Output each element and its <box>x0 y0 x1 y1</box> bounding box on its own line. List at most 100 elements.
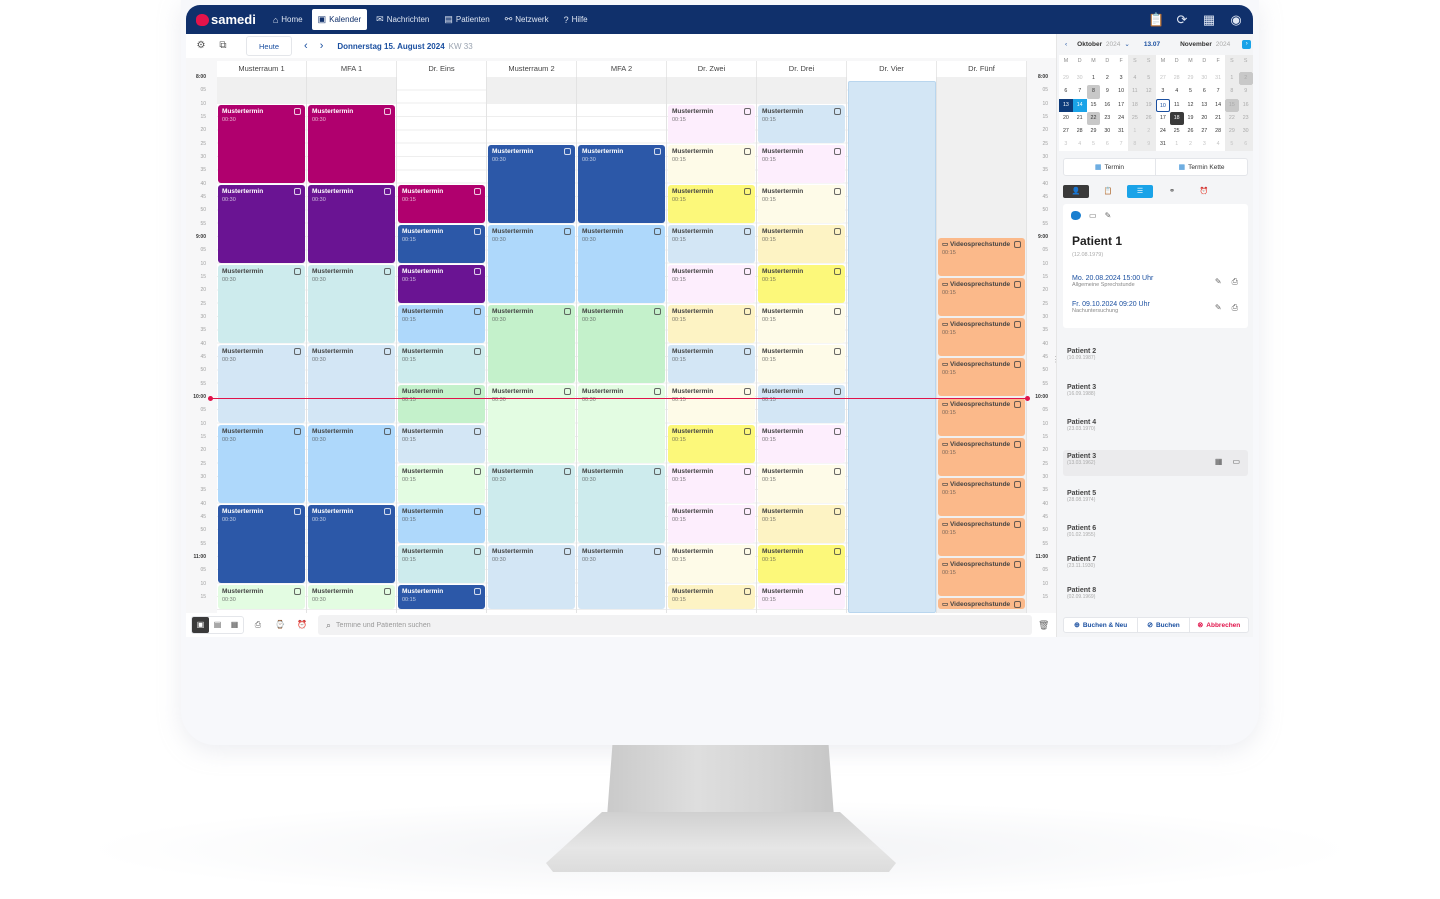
appointment-checkbox[interactable] <box>744 147 751 155</box>
appointment-checkbox[interactable] <box>1014 400 1021 408</box>
appointment[interactable]: Mustertermin 00:15 <box>758 184 845 223</box>
appointment[interactable]: Mustertermin 00:30 <box>488 144 575 223</box>
calendar-add-icon[interactable]: ▦ <box>1202 11 1216 27</box>
day-cell[interactable]: 12 <box>1187 101 1194 108</box>
appointment[interactable]: Mustertermin 00:30 <box>308 424 395 503</box>
tab-list[interactable]: ☰ <box>1127 185 1153 198</box>
appointment-checkbox[interactable] <box>834 427 841 435</box>
day-cell[interactable]: 4 <box>1078 141 1082 148</box>
day-cell[interactable]: 25 <box>1173 127 1180 134</box>
appointment[interactable]: Mustertermin 00:30 <box>578 224 665 303</box>
day-cell[interactable]: 16 <box>1104 101 1111 108</box>
day-cell[interactable]: 15 <box>1224 98 1239 112</box>
day-cell[interactable]: 30 <box>1238 124 1253 139</box>
column-header[interactable]: Dr. Drei <box>757 61 847 77</box>
day-cell[interactable]: 7 <box>1216 88 1220 95</box>
appointment-checkbox[interactable] <box>294 347 301 355</box>
appointment[interactable]: Mustertermin 00:15 <box>668 304 755 343</box>
appointment[interactable]: Mustertermin 00:30 <box>218 504 305 583</box>
day-cell[interactable]: 5 <box>1224 138 1239 152</box>
day-cell[interactable]: 2 <box>1189 141 1192 148</box>
appointment-checkbox[interactable] <box>834 307 841 315</box>
day-cell[interactable]: 30 <box>1104 127 1111 134</box>
appointment-checkbox[interactable] <box>384 187 391 195</box>
day-cell[interactable]: 17 <box>1159 114 1166 121</box>
day-cell[interactable]: 31 <box>1118 127 1125 134</box>
appointment[interactable]: Mustertermin 00:30 <box>578 464 665 543</box>
appointment[interactable]: Mustertermin 00:15 <box>758 384 845 423</box>
day-cell[interactable]: 11 <box>1127 85 1142 99</box>
clipboard-edit-icon[interactable]: 📋 <box>1148 11 1165 27</box>
appointment-checkbox[interactable] <box>744 507 751 515</box>
column-header[interactable]: Dr. Eins <box>397 61 487 77</box>
appointment[interactable]: Mustertermin 00:15 <box>668 424 755 463</box>
patient-list-item[interactable]: Patient 3 (13.03.1962) ▦ ▭ <box>1063 450 1248 476</box>
appointment[interactable]: Mustertermin 00:30 <box>218 104 305 183</box>
day-cell[interactable]: 20 <box>1201 114 1208 121</box>
appointment-checkbox[interactable] <box>474 587 481 595</box>
month1-label[interactable]: Oktober 2024 <box>1077 41 1120 48</box>
appointment-checkbox[interactable] <box>744 387 751 395</box>
appointment[interactable]: Mustertermin 00:30 <box>218 344 305 423</box>
appointment[interactable]: Mustertermin 00:15 <box>398 424 485 463</box>
appointment-checkbox[interactable] <box>744 427 751 435</box>
appointment-checkbox[interactable] <box>474 467 481 475</box>
appointment-checkbox[interactable] <box>1014 240 1021 248</box>
appointment[interactable]: Mustertermin 00:15 <box>668 344 755 383</box>
month-dropdown-chevron-icon[interactable]: ⌄ <box>1124 41 1130 48</box>
day-cell[interactable]: 3 <box>1119 75 1123 82</box>
availability-block[interactable] <box>848 81 936 613</box>
appointment[interactable]: Mustertermin 00:15 <box>758 104 845 143</box>
appointment[interactable]: Mustertermin 00:15 <box>668 144 755 183</box>
column-header[interactable]: MFA 2 <box>577 61 667 77</box>
appointment[interactable]: Mustertermin 00:15 <box>398 224 485 263</box>
day-cell[interactable]: 31 <box>1159 141 1166 148</box>
appointment-checkbox[interactable] <box>1014 560 1021 568</box>
appointment-checkbox[interactable] <box>834 227 841 235</box>
appointment[interactable]: Mustertermin 00:15 <box>668 464 755 503</box>
day-cell[interactable]: 16 <box>1238 98 1253 112</box>
appointment[interactable]: Mustertermin 00:30 <box>308 344 395 423</box>
appointment-checkbox[interactable] <box>834 507 841 515</box>
appointment[interactable]: Mustertermin 00:15 <box>398 464 485 503</box>
day-cell[interactable]: 10 <box>1118 88 1125 95</box>
appointment-checkbox[interactable] <box>654 227 661 235</box>
day-cell[interactable]: 9 <box>1141 138 1156 152</box>
day-cell[interactable]: 8 <box>1224 85 1239 99</box>
samedi-logo[interactable]: samedi <box>196 12 256 27</box>
day-cell[interactable]: 1 <box>1175 141 1179 148</box>
patient-list-item[interactable]: Patient 5 (28.08.1974) <box>1063 487 1248 513</box>
appointment-checkbox[interactable] <box>654 307 661 315</box>
appointment-checkbox[interactable] <box>294 107 301 115</box>
appointment-checkbox[interactable] <box>654 547 661 555</box>
day-cell[interactable]: 9 <box>1238 85 1253 99</box>
appointment[interactable]: Mustertermin 00:30 <box>308 104 395 183</box>
book-button[interactable]: ⊘ Buchen <box>1137 618 1188 632</box>
appointment[interactable]: Mustertermin 00:15 <box>668 504 755 543</box>
appointment[interactable]: Mustertermin 00:30 <box>308 504 395 583</box>
patient-appointment[interactable]: Mo. 20.08.2024 15:00 Uhr Allgemeine Spre… <box>1072 275 1242 288</box>
appointment-checkbox[interactable] <box>384 507 391 515</box>
day-cell[interactable]: 4 <box>1216 141 1220 148</box>
alarm-clock-icon[interactable]: ⏰ <box>297 620 307 629</box>
clipboard-time-icon[interactable]: ⌚ <box>275 620 285 629</box>
print-icon[interactable]: ⎙ <box>1231 277 1238 286</box>
week-indicator[interactable]: 13.07 <box>1143 40 1161 48</box>
day-cell[interactable]: 4 <box>1127 72 1142 86</box>
appointment[interactable]: Mustertermin 00:15 <box>398 504 485 543</box>
day-cell[interactable]: 27 <box>1062 127 1069 134</box>
appointment-checkbox[interactable] <box>474 387 481 395</box>
appointment-checkbox[interactable] <box>744 467 751 475</box>
appointment-checkbox[interactable] <box>744 107 751 115</box>
appointment[interactable]: Mustertermin 00:30 <box>218 424 305 503</box>
day-cell[interactable]: 19 <box>1187 114 1194 121</box>
appointment[interactable]: Mustertermin 00:15 <box>668 104 755 143</box>
day-cell[interactable]: 19 <box>1141 98 1156 112</box>
appointment[interactable]: Mustertermin 00:30 <box>578 384 665 463</box>
prev-day-button[interactable]: ‹ <box>304 40 308 52</box>
appointment-checkbox[interactable] <box>744 347 751 355</box>
